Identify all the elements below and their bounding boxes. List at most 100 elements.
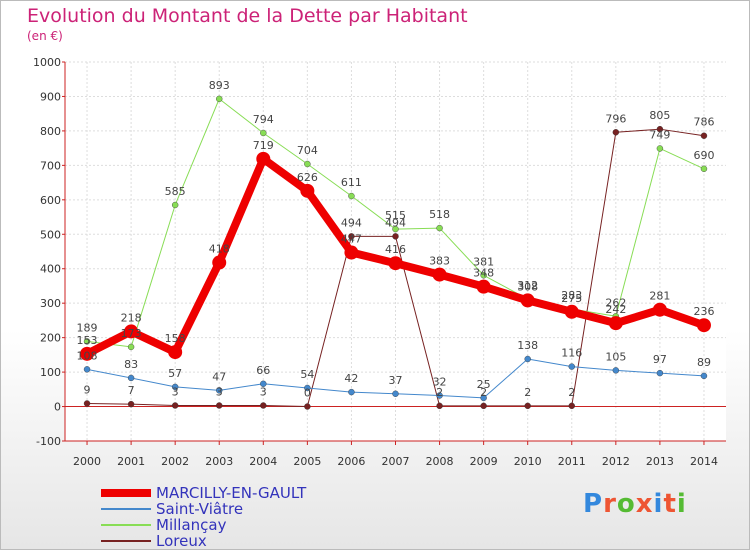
data-label-saint-viatre: 66 xyxy=(256,364,270,377)
data-point-saint-viatre xyxy=(480,394,487,402)
data-point-saint-viatre xyxy=(436,392,443,399)
y-tick-label: 300 xyxy=(40,297,61,310)
data-point-loreux xyxy=(304,403,311,410)
data-label-loreux: 2 xyxy=(568,386,575,399)
data-point-loreux xyxy=(260,402,267,409)
data-point-saint-viatre xyxy=(392,390,399,397)
data-label-saint-viatre: 105 xyxy=(605,350,626,363)
data-point-saint-viatre xyxy=(171,383,179,391)
data-label-loreux: 494 xyxy=(385,216,406,229)
y-tick-label: 1000 xyxy=(33,56,61,69)
data-point-loreux xyxy=(656,125,664,133)
data-label-millancay: 690 xyxy=(693,149,714,162)
data-label-millancay: 283 xyxy=(561,289,582,302)
proxiti-logo: Proxiti xyxy=(583,489,687,519)
data-label-saint-viatre: 25 xyxy=(477,378,491,391)
data-label-millancay: 515 xyxy=(385,209,406,222)
x-tick-label: 2011 xyxy=(558,455,586,468)
x-tick-label: 2013 xyxy=(646,455,674,468)
data-point-saint-viatre xyxy=(700,372,708,380)
data-label-millancay: 312 xyxy=(517,279,538,292)
data-point-marcilly-en-gault xyxy=(520,293,535,308)
data-label-saint-viatre: 37 xyxy=(389,374,403,387)
data-label-millancay: 381 xyxy=(473,255,494,268)
data-point-saint-viatre xyxy=(216,387,223,394)
data-label-loreux: 2 xyxy=(480,386,487,399)
data-point-loreux xyxy=(127,400,135,408)
data-label-millancay: 173 xyxy=(121,327,142,340)
data-label-marcilly-en-gault: 158 xyxy=(165,332,186,345)
data-label-saint-viatre: 32 xyxy=(433,376,447,389)
x-tick-label: 2009 xyxy=(470,455,498,468)
data-label-loreux: 786 xyxy=(693,116,714,129)
data-label-loreux: 805 xyxy=(649,109,670,122)
data-label-loreux: 3 xyxy=(216,386,223,399)
data-label-saint-viatre: 116 xyxy=(561,347,582,360)
data-point-millancay xyxy=(656,145,664,152)
data-label-marcilly-en-gault: 626 xyxy=(297,171,318,184)
data-label-millancay: 518 xyxy=(429,208,450,221)
data-point-saint-viatre xyxy=(83,366,91,373)
data-label-marcilly-en-gault: 218 xyxy=(121,311,142,324)
data-point-saint-viatre xyxy=(524,355,531,363)
x-tick-label: 2001 xyxy=(117,455,145,468)
data-point-millancay xyxy=(348,192,355,200)
x-tick-label: 2002 xyxy=(161,455,189,468)
x-tick-label: 2010 xyxy=(514,455,542,468)
x-tick-label: 2003 xyxy=(205,455,233,468)
data-label-loreux: 3 xyxy=(172,386,179,399)
data-label-saint-viatre: 83 xyxy=(124,358,138,371)
y-tick-label: 400 xyxy=(40,263,61,276)
data-point-marcilly-en-gault xyxy=(696,318,711,333)
data-label-marcilly-en-gault: 383 xyxy=(429,255,450,268)
x-tick-label: 2005 xyxy=(293,455,321,468)
data-label-saint-viatre: 47 xyxy=(212,370,226,383)
y-tick-label: 200 xyxy=(40,332,61,345)
data-label-millancay: 262 xyxy=(605,296,626,309)
y-tick-label: -100 xyxy=(36,435,61,448)
data-label-marcilly-en-gault: 281 xyxy=(649,290,670,303)
data-label-loreux: 796 xyxy=(605,112,626,125)
data-label-marcilly-en-gault: 348 xyxy=(473,267,494,280)
data-point-marcilly-en-gault xyxy=(168,345,183,360)
data-label-saint-viatre: 138 xyxy=(517,339,538,352)
y-tick-label: 700 xyxy=(40,159,61,172)
data-point-marcilly-en-gault xyxy=(388,256,403,271)
data-label-saint-viatre: 57 xyxy=(168,367,182,380)
data-point-saint-viatre xyxy=(568,363,575,370)
y-tick-label: 800 xyxy=(40,125,61,138)
data-label-marcilly-en-gault: 447 xyxy=(341,233,362,246)
x-tick-label: 2007 xyxy=(382,455,410,468)
legend-swatch xyxy=(101,489,151,497)
data-point-saint-viatre xyxy=(656,369,664,377)
data-point-millancay xyxy=(436,224,443,232)
legend-label: Saint-Viâtre xyxy=(156,500,244,518)
data-point-loreux xyxy=(171,402,179,409)
data-point-millancay xyxy=(700,165,708,173)
data-label-loreux: 2 xyxy=(436,386,443,399)
y-tick-label: 600 xyxy=(40,194,61,207)
data-point-millancay xyxy=(260,129,267,137)
data-point-loreux xyxy=(83,400,91,407)
data-label-marcilly-en-gault: 416 xyxy=(385,243,406,256)
data-label-loreux: 0 xyxy=(304,387,311,400)
data-point-saint-viatre xyxy=(612,367,620,374)
x-tick-label: 2004 xyxy=(249,455,277,468)
legend-swatch xyxy=(101,540,151,542)
data-point-loreux xyxy=(700,132,708,139)
data-point-millancay xyxy=(480,272,487,279)
data-label-marcilly-en-gault: 418 xyxy=(209,243,230,256)
data-point-saint-viatre xyxy=(348,388,355,396)
data-point-loreux xyxy=(436,402,443,410)
legend-swatch xyxy=(101,508,151,510)
data-label-millancay: 893 xyxy=(209,79,230,92)
legend-swatch xyxy=(101,524,151,526)
data-label-marcilly-en-gault: 236 xyxy=(693,305,714,318)
data-label-marcilly-en-gault: 153 xyxy=(77,334,98,347)
data-point-marcilly-en-gault xyxy=(476,279,491,294)
data-label-saint-viatre: 108 xyxy=(77,349,98,362)
data-label-marcilly-en-gault: 719 xyxy=(253,139,274,152)
chart-title: Evolution du Montant de la Dette par Hab… xyxy=(27,5,468,27)
